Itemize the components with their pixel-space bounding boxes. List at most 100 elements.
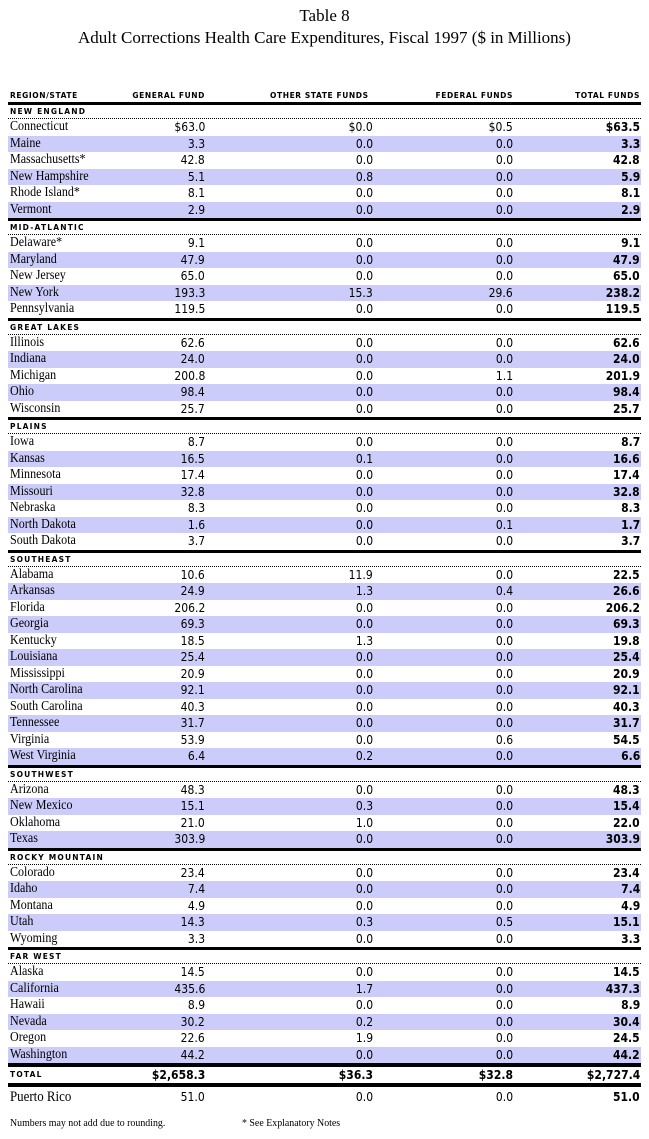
state-name: Connecticut [10, 119, 69, 134]
general-fund: 98.4 [180, 385, 205, 399]
table-row: Indiana 24.0 0.0 0.0 24.0 [8, 351, 641, 368]
general-fund: 25.4 [180, 650, 205, 664]
general-fund: 2.9 [187, 202, 205, 217]
general-fund: 47.9 [180, 252, 205, 267]
total-funds: 238.2 [605, 285, 640, 300]
state-name: Mississippi [10, 665, 65, 681]
region-header: PLAINS [8, 417, 641, 434]
region-name: SOUTHWEST [10, 769, 74, 779]
total-funds: 19.8 [613, 633, 640, 648]
federal-funds: 0.0 [495, 302, 513, 316]
region-name: SOUTHEAST [10, 554, 72, 564]
general-fund: 24.9 [180, 584, 205, 598]
federal-funds: 0.0 [495, 699, 513, 714]
table-row: Montana 4.9 0.0 0.0 4.9 [8, 898, 641, 915]
general-fund: 51.0 [180, 1090, 205, 1104]
table-row: Delaware* 9.1 0.0 0.0 9.1 [8, 235, 641, 252]
federal-funds: 0.0 [495, 252, 513, 267]
other-state-funds: 0.0 [355, 1090, 373, 1104]
other-state-funds: 0.0 [355, 683, 373, 697]
table-row: Michigan 200.8 0.0 1.1 201.9 [8, 368, 641, 385]
table-row: South Dakota 3.7 0.0 0.0 3.7 [8, 533, 641, 550]
table-row: West Virginia 6.4 0.2 0.0 6.6 [8, 748, 641, 765]
other-state-funds: 0.0 [355, 136, 373, 151]
table-row: Massachusetts* 42.8 0.0 0.0 42.8 [8, 152, 641, 169]
other-state-funds: 1.3 [355, 584, 373, 598]
federal-funds: 0.1 [495, 517, 513, 532]
general-fund: 53.9 [180, 732, 205, 747]
federal-funds: 0.0 [495, 981, 513, 996]
puerto-rico-row: Puerto Rico 51.0 0.0 0.0 51.0 [8, 1087, 641, 1107]
general-fund: 119.5 [174, 302, 205, 316]
table-row: Iowa 8.7 0.0 0.0 8.7 [8, 434, 641, 451]
state-name: Missouri [10, 483, 53, 499]
table-title: Adult Corrections Health Care Expenditur… [78, 28, 571, 47]
other-state-funds: 0.0 [355, 269, 373, 283]
total-funds: 30.4 [613, 1014, 640, 1029]
other-state-funds: 0.0 [355, 401, 373, 416]
other-state-funds: 0.0 [355, 385, 373, 399]
state-name: Arkansas [10, 583, 55, 598]
table-row: Arkansas 24.9 1.3 0.4 26.6 [8, 583, 641, 600]
state-name: Utah [10, 914, 34, 929]
total-funds: 69.3 [613, 617, 640, 631]
total-label: TOTAL [10, 1070, 43, 1079]
table-row: Colorado 23.4 0.0 0.0 23.4 [8, 865, 641, 882]
table-row: Hawaii 8.9 0.0 0.0 8.9 [8, 997, 641, 1014]
other-state-funds: 0.0 [355, 236, 373, 250]
total-funds: 24.0 [613, 352, 640, 366]
total-funds: 206.2 [605, 600, 640, 615]
other-state-funds: 11.9 [348, 567, 373, 582]
state-name: Nevada [10, 1013, 47, 1029]
total-funds: 7.4 [620, 882, 640, 896]
state-name: Florida [10, 599, 45, 615]
other-state-funds: 0.0 [355, 335, 373, 350]
total-funds: 92.1 [613, 683, 640, 697]
total-federal-funds: $32.8 [478, 1068, 513, 1082]
federal-funds: 0.0 [495, 202, 513, 217]
federal-funds: 0.0 [495, 335, 513, 350]
table-row: North Dakota 1.6 0.0 0.1 1.7 [8, 516, 641, 533]
total-funds: 20.9 [613, 666, 640, 681]
other-state-funds: 0.0 [355, 898, 373, 913]
federal-funds: 0.0 [495, 186, 513, 200]
federal-funds: 0.0 [495, 998, 513, 1012]
state-name: Virginia [10, 731, 50, 747]
federal-funds: $0.5 [488, 120, 513, 134]
total-funds: 44.2 [613, 1047, 640, 1062]
state-name: Montana [10, 897, 53, 913]
federal-funds: 0.0 [495, 965, 513, 979]
federal-funds: 1.1 [495, 368, 513, 383]
total-funds: 40.3 [613, 699, 640, 714]
other-state-funds: 0.0 [355, 1047, 373, 1062]
region-header: NEW ENGLAND [8, 105, 641, 119]
general-fund: 15.1 [180, 799, 205, 813]
federal-funds: 0.0 [495, 749, 513, 763]
general-fund: 48.3 [180, 782, 205, 797]
region-header: GREAT LAKES [8, 317, 641, 335]
general-fund: $63.0 [174, 120, 205, 134]
region-header: ROCKY MOUNTAIN [8, 847, 641, 865]
federal-funds: 0.0 [495, 1031, 513, 1045]
total-funds: 14.5 [613, 965, 640, 979]
total-funds: 303.9 [605, 832, 640, 846]
other-state-funds: 0.0 [355, 882, 373, 896]
general-fund: 22.6 [180, 1031, 205, 1045]
total-funds: 8.3 [620, 501, 640, 515]
table-row: Georgia 69.3 0.0 0.0 69.3 [8, 616, 641, 633]
federal-funds: 0.0 [495, 799, 513, 813]
other-state-funds: 0.0 [355, 617, 373, 631]
state-name: Pennsylvania [10, 301, 75, 316]
general-fund: 25.7 [180, 401, 205, 416]
federal-funds: 0.0 [495, 683, 513, 697]
total-funds: 25.7 [613, 401, 640, 416]
state-name: Maryland [10, 251, 57, 267]
federal-funds: 0.0 [495, 1090, 513, 1104]
table-row: Illinois 62.6 0.0 0.0 62.6 [8, 335, 641, 352]
general-fund: 5.1 [187, 169, 205, 184]
total-total-funds: $2,727.4 [586, 1068, 640, 1082]
other-state-funds: 0.0 [355, 782, 373, 797]
other-state-funds: 0.0 [355, 501, 373, 515]
total-funds: 2.9 [620, 202, 640, 217]
total-funds: 22.5 [613, 567, 640, 582]
